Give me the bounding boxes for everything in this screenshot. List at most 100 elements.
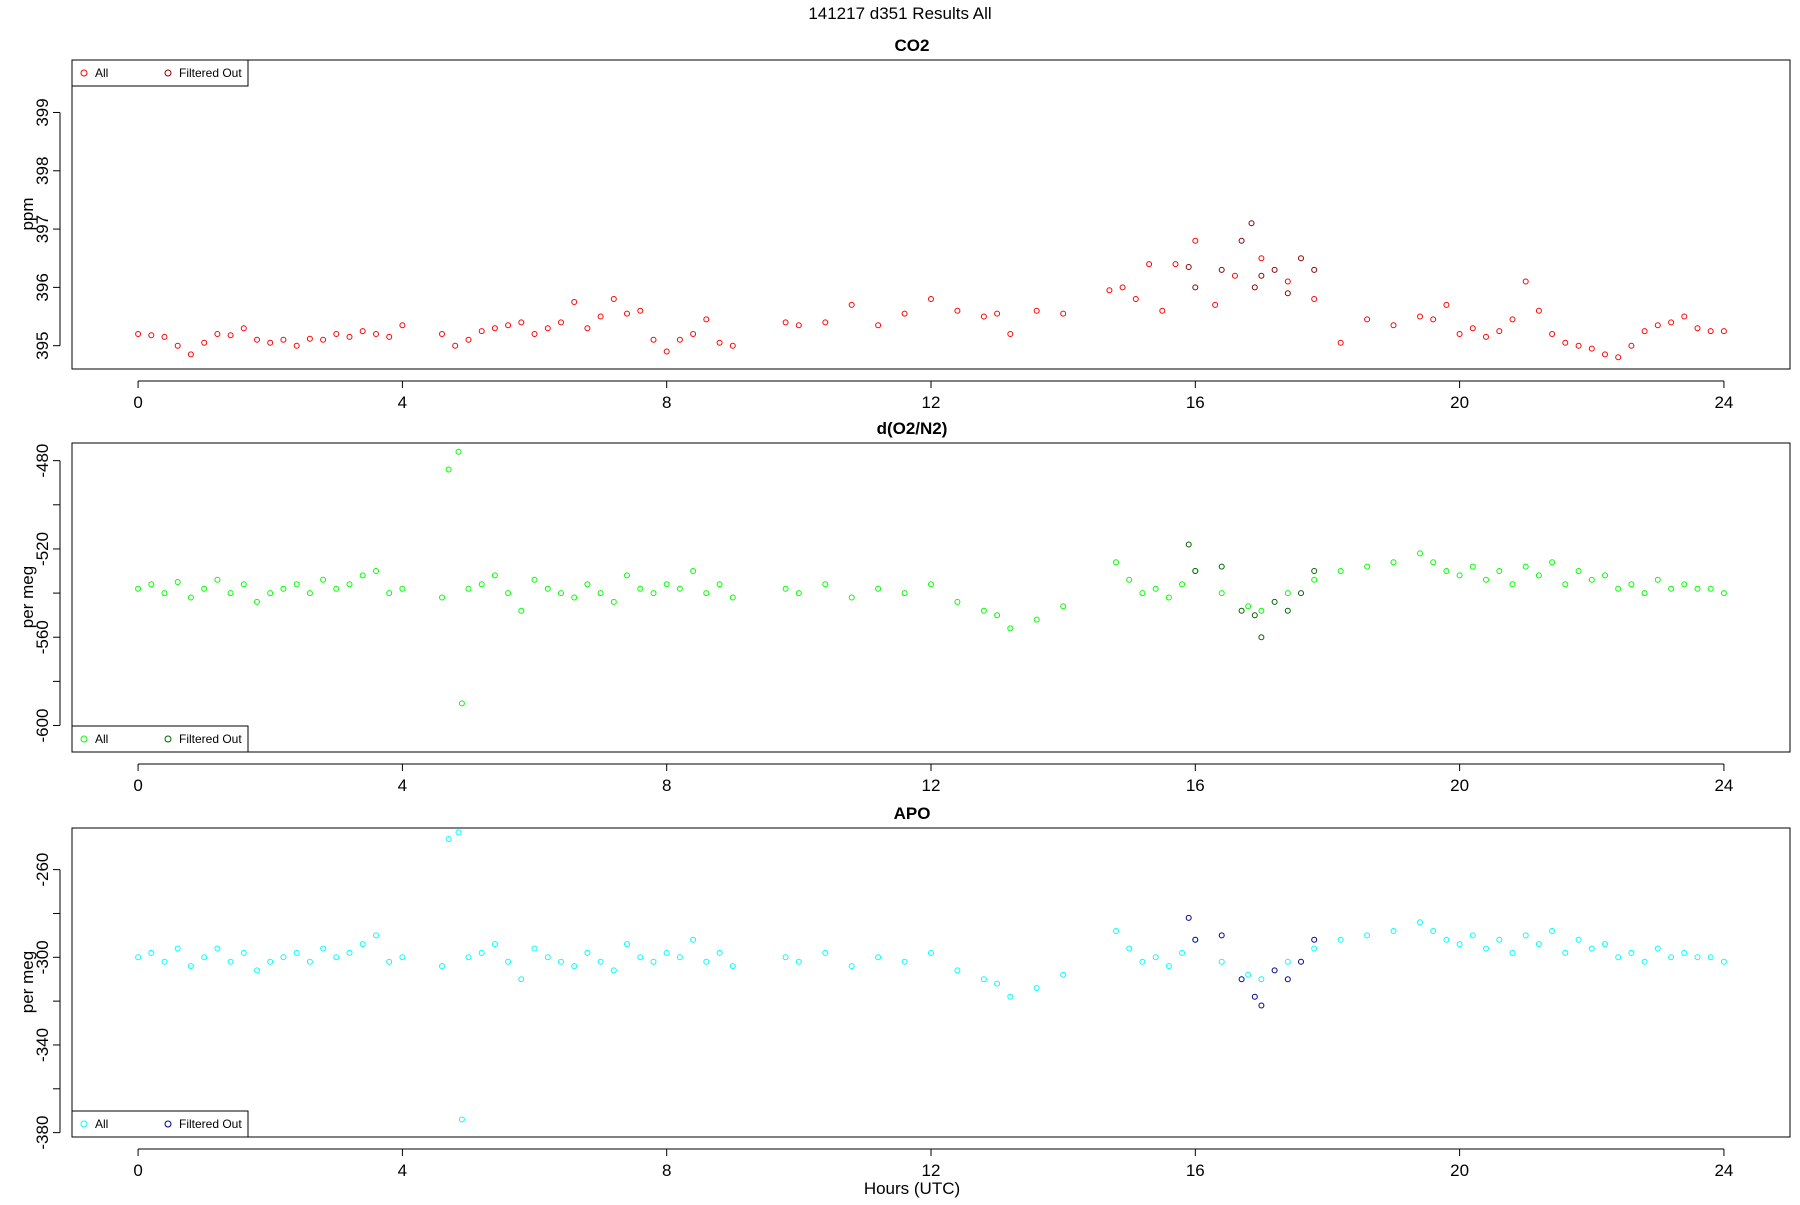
y-tick-label: -520 xyxy=(33,532,52,566)
data-point-all xyxy=(848,301,855,308)
data-point-all xyxy=(240,325,247,332)
data-point-all xyxy=(1668,954,1675,961)
data-point-all xyxy=(901,590,908,597)
data-point-all xyxy=(1694,954,1701,961)
data-point-all xyxy=(1496,936,1503,943)
legend-label-all: All xyxy=(95,732,108,746)
plot-frame xyxy=(71,59,1791,370)
x-tick-label: 12 xyxy=(922,1161,941,1180)
data-point-all xyxy=(1364,563,1371,570)
data-point-all xyxy=(1152,954,1159,961)
data-point-all xyxy=(650,590,657,597)
data-point-all xyxy=(491,325,498,332)
x-tick-label: 16 xyxy=(1186,1161,1205,1180)
figure-title: 141217 d351 Results All xyxy=(808,4,991,23)
data-point-filtered-out xyxy=(1311,568,1318,574)
data-point-all xyxy=(1562,339,1569,346)
y-tick-label: 398 xyxy=(33,157,52,185)
x-tick-label: 8 xyxy=(662,393,671,412)
data-point-filtered-out xyxy=(1251,612,1258,619)
data-point-all xyxy=(1707,585,1714,592)
panel-d-o2-n2: d(O2/N2) per meg 0 4 8 12 16 20 24 -480 -520 -56… xyxy=(18,419,1791,795)
data-point-all xyxy=(571,594,578,601)
y-axis-label: per meg xyxy=(18,951,37,1013)
data-point-all xyxy=(240,581,247,588)
data-point-filtered-out xyxy=(1284,290,1291,297)
data-point-all xyxy=(716,949,723,956)
data-point-all xyxy=(822,581,829,588)
data-point-all xyxy=(1007,625,1014,632)
data-point-all xyxy=(795,958,802,965)
data-point-filtered-out xyxy=(1271,967,1278,974)
data-point-all xyxy=(610,598,617,605)
x-axis-label: Hours (UTC) xyxy=(864,1179,960,1198)
data-point-filtered-out xyxy=(1298,958,1304,965)
data-point-all xyxy=(1284,958,1291,965)
data-point-all xyxy=(663,348,670,355)
data-point-all xyxy=(848,963,855,970)
data-point-all xyxy=(187,963,194,970)
data-point-all xyxy=(386,590,393,597)
data-point-filtered-out xyxy=(1238,237,1245,244)
data-point-all xyxy=(1535,307,1542,314)
data-point-all xyxy=(306,590,313,597)
data-point-all xyxy=(1258,607,1265,614)
data-point-all xyxy=(452,342,459,349)
legend-label-all: All xyxy=(95,1117,108,1131)
data-point-all xyxy=(1535,572,1542,579)
data-point-all xyxy=(1337,568,1344,574)
data-point-all xyxy=(465,336,472,343)
data-point-all xyxy=(637,954,644,961)
data-point-all xyxy=(544,585,551,592)
data-point-all xyxy=(1694,585,1701,592)
data-point-all xyxy=(320,576,327,583)
data-point-filtered-out xyxy=(1185,264,1192,270)
x-axis: 0 4 8 12 16 20 24 xyxy=(133,1148,1733,1180)
data-point-all xyxy=(346,333,353,340)
data-point-all xyxy=(373,932,379,939)
data-point-all xyxy=(1430,559,1437,566)
data-point-all xyxy=(1469,563,1476,570)
data-point-all xyxy=(1106,287,1113,294)
data-point-all xyxy=(1562,581,1569,588)
data-point-all xyxy=(455,829,462,836)
data-point-all xyxy=(1522,932,1529,939)
data-point-all xyxy=(624,572,630,579)
data-point-all xyxy=(1218,958,1225,965)
data-point-all xyxy=(399,954,406,961)
data-point-all xyxy=(386,958,393,965)
y-axis: -260 -300 -340 -380 xyxy=(33,853,61,1150)
data-point-all xyxy=(1602,572,1608,579)
data-point-all xyxy=(1311,945,1318,952)
data-point-all xyxy=(1390,322,1397,329)
x-tick-label: 20 xyxy=(1450,393,1469,412)
data-point-all xyxy=(875,585,882,592)
x-tick-label: 20 xyxy=(1450,1161,1469,1180)
legend-label-filtered-out: Filtered Out xyxy=(179,732,242,746)
data-point-all xyxy=(980,313,987,320)
data-point-all xyxy=(1146,261,1153,268)
legend: All Filtered Out xyxy=(71,1110,249,1138)
y-tick-label: -300 xyxy=(33,940,52,974)
data-point-all xyxy=(1668,585,1675,592)
data-point-all xyxy=(624,941,630,948)
panel-title: APO xyxy=(894,804,931,823)
data-point-all xyxy=(1126,576,1133,583)
data-point-all xyxy=(716,581,723,588)
data-points xyxy=(135,829,1727,1123)
data-point-all xyxy=(729,342,736,349)
data-point-all xyxy=(1139,590,1146,597)
data-point-all xyxy=(822,949,829,956)
data-point-all xyxy=(1654,945,1661,952)
y-axis: -480 -520 -560 -600 xyxy=(33,444,61,743)
data-point-all xyxy=(386,333,393,340)
data-point-all xyxy=(333,954,340,961)
data-point-all xyxy=(1456,331,1463,337)
data-point-all xyxy=(478,328,485,335)
data-point-all xyxy=(1562,949,1569,956)
x-tick-label: 0 xyxy=(133,776,142,795)
legend-marker-filtered-out xyxy=(164,69,172,77)
data-point-all xyxy=(1707,328,1714,335)
data-point-all xyxy=(1483,576,1489,583)
data-point-all xyxy=(518,607,525,614)
